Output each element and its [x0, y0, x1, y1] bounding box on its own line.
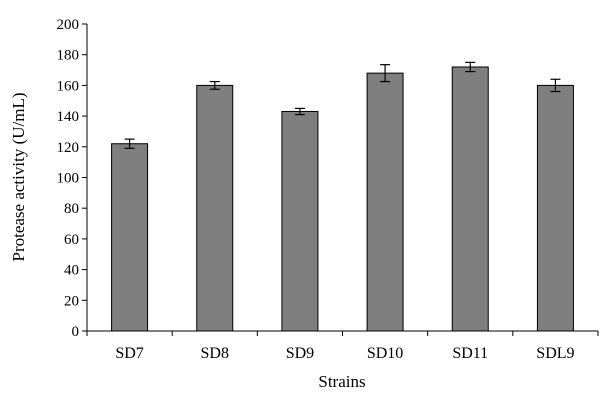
- y-tick-label: 0: [72, 324, 80, 340]
- y-tick-label: 120: [57, 140, 80, 156]
- y-axis-label: Protease activity (U/mL): [9, 92, 28, 261]
- y-tick-label: 140: [57, 109, 80, 125]
- y-tick-label: 200: [57, 17, 80, 33]
- x-tick-label-sd8: SD8: [201, 345, 229, 362]
- y-tick-label: 100: [57, 171, 80, 187]
- bar-sd11: [451, 66, 489, 332]
- y-tick-label: 160: [57, 78, 80, 94]
- y-tick-label: 40: [64, 263, 79, 279]
- x-tick-label-sd11: SD11: [452, 345, 488, 362]
- bar-sdl9: [536, 84, 574, 332]
- x-tick-label-sdl9: SDL9: [536, 345, 574, 362]
- y-tick-label: 60: [64, 232, 79, 248]
- x-tick-label-sd9: SD9: [286, 345, 314, 362]
- y-tick-label: 180: [57, 48, 80, 64]
- bar-sd10: [366, 72, 404, 332]
- bar-sd7: [111, 143, 149, 332]
- x-tick-label-sd7: SD7: [115, 345, 143, 362]
- y-tick-label: 20: [64, 293, 79, 309]
- y-tick-label: 80: [64, 201, 79, 217]
- x-tick-label-sd10: SD10: [367, 345, 403, 362]
- x-axis-label: Strains: [318, 372, 365, 391]
- bar-sd9: [281, 110, 319, 332]
- bar-sd8: [196, 84, 234, 332]
- plot-area: 0 20 40 60 80 100 120 140 160 180 200 SD7 SD8 SD9 SD10…: [57, 17, 599, 362]
